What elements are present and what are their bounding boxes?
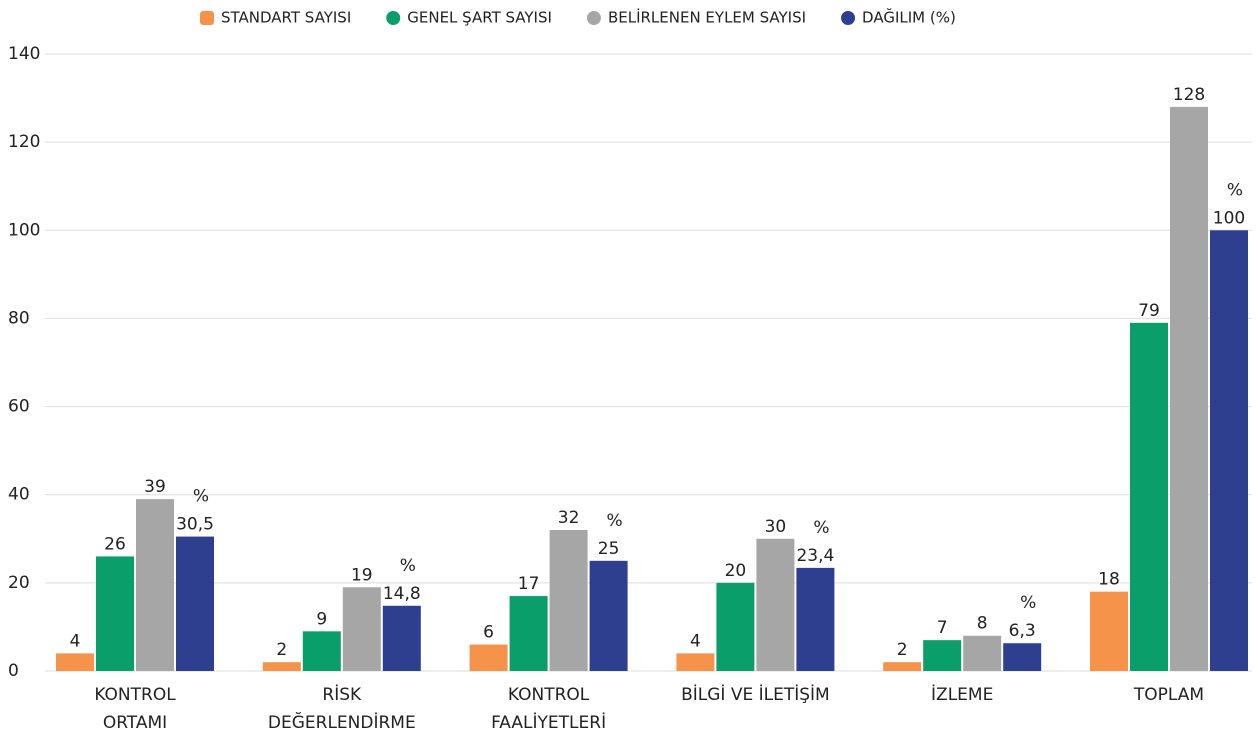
x-tick-line: KONTROL (508, 685, 590, 705)
x-tick-label: TOPLAM (1133, 685, 1204, 705)
bar (262, 662, 301, 671)
data-label: 4 (70, 631, 81, 651)
bar (716, 582, 755, 671)
x-tick-line: İZLEME (931, 684, 993, 705)
x-tick-line: BİLGİ VE İLETİŞİM (681, 684, 830, 705)
data-label: 32 (558, 508, 580, 528)
bar (756, 538, 795, 671)
x-tick-line: DEĞERLENDİRME (268, 711, 416, 733)
bar (56, 653, 94, 671)
data-label: 30,5 (176, 515, 214, 535)
x-tick-line: RİSK (322, 684, 362, 705)
bar (342, 587, 381, 671)
legend-swatch (386, 11, 401, 25)
bar (1210, 230, 1248, 672)
y-tick-label: 140 (8, 44, 40, 64)
data-label: 9 (316, 609, 327, 629)
bar (96, 556, 134, 671)
data-label: 2 (897, 640, 908, 660)
bar (136, 499, 174, 671)
data-label: 26 (104, 534, 126, 554)
legend-label: DAĞILIM (%) (862, 8, 956, 27)
x-tick-label: KONTROL ORTAMI (94, 685, 176, 733)
data-label-unit: % (607, 511, 623, 531)
y-tick-label: 100 (8, 220, 40, 240)
bar (923, 640, 962, 671)
y-tick-label: 20 (8, 573, 30, 593)
data-label: 100 (1213, 208, 1245, 228)
data-label: 8 (977, 614, 988, 634)
x-tick-label: BİLGİ VE İLETİŞİM (681, 684, 830, 705)
data-label-unit: % (813, 518, 829, 538)
legend-label: BELİRLENEN EYLEM SAYISI (608, 8, 806, 27)
bar (589, 560, 628, 671)
x-tick-line: ORTAMI (103, 713, 167, 733)
y-tick-label: 60 (8, 397, 30, 417)
x-tick-line: FAALİYETLERİ (491, 712, 606, 733)
y-tick-label: 40 (8, 485, 30, 505)
data-label: 4 (690, 631, 701, 651)
data-label: 128 (1173, 85, 1205, 105)
y-tick-label: 0 (8, 661, 19, 681)
data-label: 17 (518, 574, 540, 594)
bar (796, 567, 835, 671)
data-label: 30 (765, 517, 787, 537)
bar (549, 529, 588, 671)
data-label: 2 (276, 640, 287, 660)
x-tick-label: KONTROL FAALİYETLERİ (491, 685, 606, 733)
data-label: 18 (1098, 570, 1120, 590)
data-label-unit: % (193, 487, 209, 507)
y-tick-label: 80 (8, 308, 30, 328)
data-label-unit: % (1020, 593, 1036, 613)
bar (676, 653, 715, 671)
legend-swatch (841, 11, 856, 25)
bar (509, 596, 548, 671)
bar (382, 605, 421, 671)
data-label: 23,4 (796, 546, 834, 566)
legend-label: STANDART SAYISI (221, 9, 351, 27)
x-tick-label: RİSK DEĞERLENDİRME (268, 684, 416, 733)
bar (469, 644, 508, 671)
data-label: 6 (483, 623, 494, 643)
data-label: 6,3 (1009, 621, 1036, 641)
data-label: 7 (937, 618, 948, 638)
data-label: 25 (598, 539, 620, 559)
data-label: 39 (144, 477, 166, 497)
y-tick-label: 120 (8, 132, 40, 152)
data-label-unit: % (1227, 180, 1243, 200)
data-label: 14,8 (383, 584, 421, 604)
data-label: 79 (1138, 301, 1160, 321)
legend-swatch (586, 11, 601, 25)
bar (1090, 591, 1128, 671)
legend-swatch (200, 11, 214, 25)
data-label: 19 (351, 565, 373, 585)
bar (883, 662, 922, 671)
bar (1003, 643, 1042, 671)
data-label-unit: % (400, 556, 416, 576)
bar (1130, 322, 1168, 671)
legend-label: GENEL ŞART SAYISI (407, 9, 552, 27)
bar (176, 536, 214, 671)
x-tick-line: KONTROL (94, 685, 176, 705)
bar (1170, 106, 1208, 671)
bar (302, 631, 341, 671)
bar (963, 635, 1002, 671)
data-label: 20 (725, 561, 747, 581)
x-tick-label: İZLEME (931, 684, 993, 705)
x-tick-line: TOPLAM (1133, 685, 1204, 705)
